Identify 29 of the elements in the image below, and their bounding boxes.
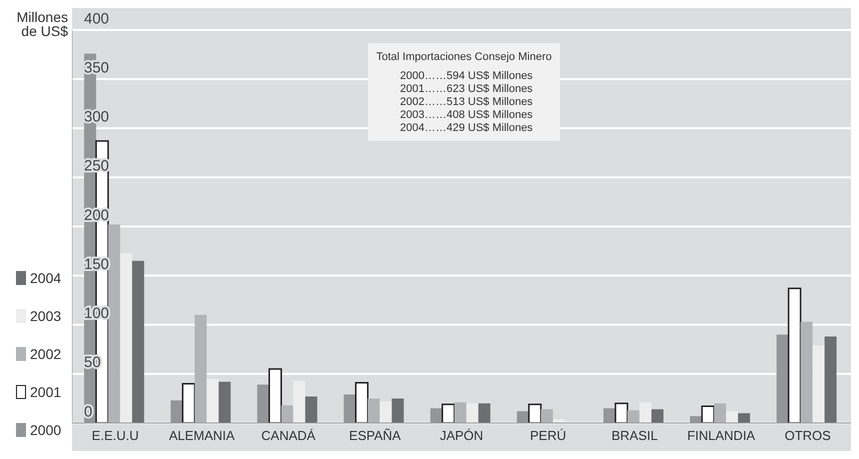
legend-label: 2001 (30, 384, 62, 400)
x-tick-label: E.E.U.U (92, 428, 139, 444)
y-tick-label: 400 (84, 10, 110, 28)
legend-label: 2003 (30, 308, 62, 324)
x-tick-label: ESPAÑA (349, 428, 402, 444)
y-tick-label: 300 (84, 108, 110, 126)
y-tick-label: 100 (84, 305, 110, 322)
x-tick-label: OTROS (784, 428, 832, 444)
annotation: 2002……513 US$ Millones (399, 96, 534, 109)
x-tick-label: JAPÓN (440, 428, 484, 444)
annotation: 2004……429 US$ Millones (399, 122, 534, 135)
y-axis-title: Millones de US$ (16, 9, 68, 39)
annotation: 2000……594 US$ Millones (399, 70, 534, 83)
x-tick-label: PERÚ (530, 428, 566, 444)
y-tick-label: 250 (84, 158, 110, 175)
y-tick-label: 200 (84, 206, 110, 224)
x-tick-label: BRASIL (611, 428, 658, 444)
y-tick-label: 150 (84, 256, 110, 273)
y-tick-label: 350 (84, 59, 110, 76)
legend-label: 2004 (30, 270, 62, 286)
x-tick-label: ALEMANIA (168, 428, 236, 444)
y-tick-label: 0 (84, 403, 92, 420)
annotation: 2003……408 US$ Millones (399, 109, 534, 122)
x-tick-label: CANADÁ (261, 428, 316, 444)
annotation: 2001……623 US$ Millones (399, 83, 534, 96)
annotation: Total Importaciones Consejo Minero (375, 51, 553, 64)
legend-label: 2002 (30, 346, 62, 362)
legend-label: 2000 (30, 422, 62, 438)
x-tick-label: FINLANDIA (687, 428, 756, 444)
